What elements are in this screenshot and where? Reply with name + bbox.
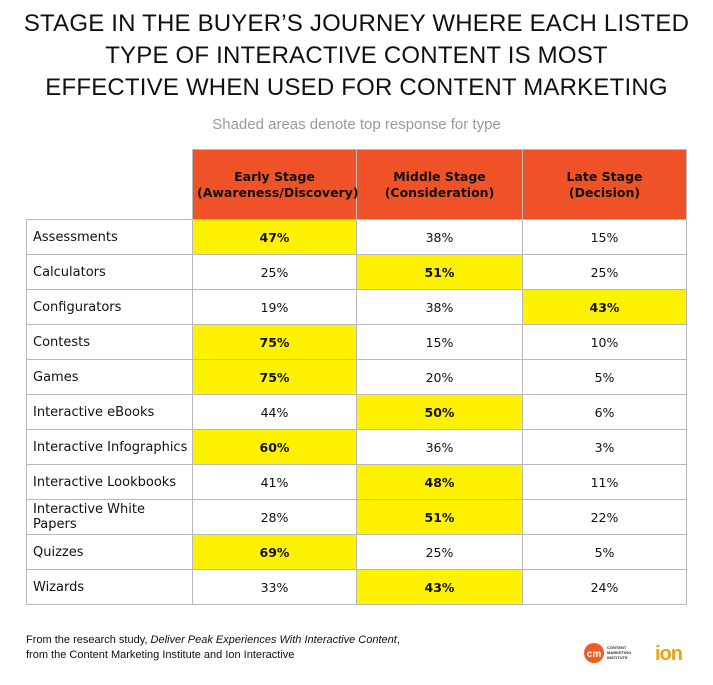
- source-suffix: ,: [396, 634, 400, 646]
- value-cell: 36%: [356, 429, 523, 465]
- header-corner: [26, 149, 193, 220]
- value-cell: 51%: [356, 499, 523, 535]
- row-label: Assessments: [26, 219, 193, 255]
- value-cell: 47%: [192, 219, 357, 255]
- value-cell: 41%: [192, 464, 357, 500]
- row-label: Calculators: [26, 254, 193, 290]
- logos: cm CONTENT MARKETING INSTITUTE ion: [584, 643, 683, 665]
- value-cell: 15%: [356, 324, 523, 360]
- header-row: Early Stage (Awareness/Discovery) Middle…: [26, 149, 687, 220]
- row-label: Quizzes: [26, 534, 193, 570]
- table-row: Wizards 33% 43% 24%: [26, 569, 687, 605]
- value-cell: 20%: [356, 359, 523, 395]
- column-header-line: Late Stage: [566, 168, 643, 184]
- value-cell: 51%: [356, 254, 523, 290]
- table-row: Interactive eBooks 44% 50% 6%: [26, 394, 687, 430]
- row-label: Interactive White Papers: [26, 499, 193, 535]
- value-cell: 44%: [192, 394, 357, 430]
- row-label: Games: [26, 359, 193, 395]
- value-cell: 24%: [522, 569, 687, 605]
- table-row: Configurators 19% 38% 43%: [26, 289, 687, 325]
- row-label: Contests: [26, 324, 193, 360]
- value-cell: 50%: [356, 394, 523, 430]
- table-row: Contests 75% 15% 10%: [26, 324, 687, 360]
- chart-title: STAGE IN THE BUYER’S JOURNEY WHERE EACH …: [0, 8, 713, 104]
- table-row: Quizzes 69% 25% 5%: [26, 534, 687, 570]
- cmi-logo-icon: cm CONTENT MARKETING INSTITUTE: [584, 643, 631, 663]
- column-header-line: (Decision): [568, 184, 641, 200]
- table-row: Interactive White Papers 28% 51% 22%: [26, 499, 687, 535]
- column-header-middle: Middle Stage (Consideration): [356, 149, 523, 220]
- table-row: Interactive Lookbooks 41% 48% 11%: [26, 464, 687, 500]
- value-cell: 5%: [522, 359, 687, 395]
- value-cell: 6%: [522, 394, 687, 430]
- study-title: Deliver Peak Experiences With Interactiv…: [150, 634, 397, 646]
- value-cell: 5%: [522, 534, 687, 570]
- column-header-line: (Awareness/Discovery): [197, 184, 359, 200]
- cmi-text-line: CONTENT: [607, 645, 627, 650]
- table-row: Assessments 47% 38% 15%: [26, 219, 687, 255]
- source-line-2: from the Content Marketing Institute and…: [26, 649, 295, 661]
- row-label: Interactive eBooks: [26, 394, 193, 430]
- source-prefix: From the research study,: [26, 634, 151, 646]
- value-cell: 75%: [192, 324, 357, 360]
- value-cell: 25%: [356, 534, 523, 570]
- value-cell: 69%: [192, 534, 357, 570]
- title-line: EFFECTIVE WHEN USED FOR CONTENT MARKETIN…: [45, 74, 668, 101]
- value-cell: 11%: [522, 464, 687, 500]
- value-cell: 43%: [522, 289, 687, 325]
- table-body: Assessments 47% 38% 15% Calculators 25% 51% 25%…: [26, 219, 687, 605]
- column-header-line: Middle Stage: [393, 168, 486, 184]
- table-row: Interactive Infographics 60% 36% 3%: [26, 429, 687, 465]
- column-header-early: Early Stage (Awareness/Discovery): [192, 149, 359, 220]
- data-table: Early Stage (Awareness/Discovery) Middle…: [26, 149, 687, 605]
- value-cell: 28%: [192, 499, 357, 535]
- value-cell: 33%: [192, 569, 357, 605]
- value-cell: 15%: [522, 219, 687, 255]
- value-cell: 3%: [522, 429, 687, 465]
- value-cell: 38%: [356, 219, 523, 255]
- cmi-text-line: INSTITUTE: [607, 655, 628, 660]
- value-cell: 22%: [522, 499, 687, 535]
- column-header-line: Early Stage: [234, 168, 315, 184]
- table-row: Calculators 25% 51% 25%: [26, 254, 687, 290]
- cmi-mark: cm: [587, 649, 602, 660]
- row-label: Interactive Infographics: [26, 429, 193, 465]
- title-line: TYPE OF INTERACTIVE CONTENT IS MOST: [105, 42, 608, 69]
- value-cell: 38%: [356, 289, 523, 325]
- value-cell: 25%: [192, 254, 357, 290]
- row-label: Interactive Lookbooks: [26, 464, 193, 500]
- cmi-text-line: MARKETING: [607, 650, 631, 655]
- table-row: Games 75% 20% 5%: [26, 359, 687, 395]
- value-cell: 10%: [522, 324, 687, 360]
- row-label: Wizards: [26, 569, 193, 605]
- chart-subtitle: Shaded areas denote top response for typ…: [212, 116, 501, 133]
- ion-logo-icon: ion: [655, 643, 683, 665]
- title-line: STAGE IN THE BUYER’S JOURNEY WHERE EACH …: [23, 10, 690, 37]
- column-header-late: Late Stage (Decision): [522, 149, 687, 220]
- source-line-1: From the research study, Deliver Peak Ex…: [26, 633, 400, 648]
- value-cell: 48%: [356, 464, 523, 500]
- column-header-line: (Consideration): [384, 184, 495, 200]
- value-cell: 43%: [356, 569, 523, 605]
- value-cell: 25%: [522, 254, 687, 290]
- row-label: Configurators: [26, 289, 193, 325]
- value-cell: 19%: [192, 289, 357, 325]
- source-note: From the research study, Deliver Peak Ex…: [26, 633, 400, 663]
- ion-text: ion: [655, 643, 682, 665]
- value-cell: 75%: [192, 359, 357, 395]
- value-cell: 60%: [192, 429, 357, 465]
